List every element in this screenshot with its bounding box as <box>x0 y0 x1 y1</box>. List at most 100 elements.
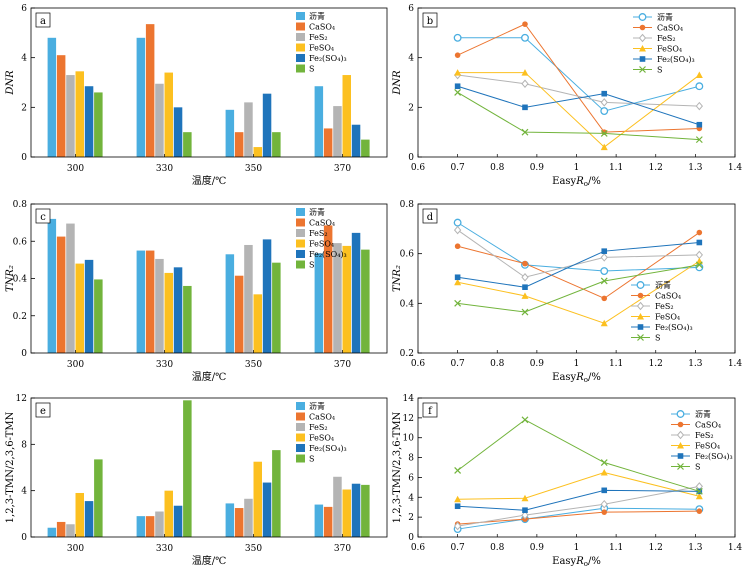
legend-swatch <box>296 250 305 258</box>
y-tick-label: 0.2 <box>13 312 27 322</box>
point-fes2 <box>695 250 703 260</box>
bar-fes2 <box>244 244 253 353</box>
y-tick-label: 0 <box>408 153 414 163</box>
legend-label: FeSO₄ <box>695 442 720 451</box>
point-caso4 <box>601 295 608 302</box>
bar-fe2so43 <box>84 501 94 537</box>
bar-asphalt <box>314 86 324 157</box>
x-tick-label: 1.4 <box>728 543 743 553</box>
legend-label: CaSO₄ <box>309 219 335 228</box>
y-tick-label: 12 <box>16 394 27 404</box>
bar-feso4 <box>342 489 351 537</box>
bar-s <box>183 400 192 537</box>
legend-marker <box>677 421 684 428</box>
series-line-feso4 <box>457 471 700 500</box>
series-line-fe2so43 <box>457 85 700 126</box>
legend-swatch <box>296 239 305 248</box>
legend-marker <box>677 442 684 449</box>
panel-b: 0 2 4 6 0.6 0.7 0.8 0.9 1 1.1 1.2 1.3 1.4 b EasyRo/% DN… <box>392 4 742 188</box>
legend-label: FeSO₄ <box>309 434 334 443</box>
legend-marker <box>639 24 646 31</box>
y-tick-label: 0.4 <box>13 275 28 285</box>
x-tick-label: 370 <box>334 164 351 174</box>
bar-asphalt <box>136 516 146 537</box>
series-line-s <box>457 419 700 492</box>
bar-caso4 <box>234 132 244 157</box>
y-tick-label: 0 <box>21 533 27 543</box>
y-tick-label: 6 <box>21 4 27 14</box>
y-tick-label: 14 <box>403 394 415 404</box>
bar-s <box>94 459 103 537</box>
bar-feso4 <box>164 72 173 157</box>
x-tick-label: 1 <box>574 163 580 173</box>
x-axis-title: EasyRo/% <box>552 372 601 384</box>
legend-label: 沥青 <box>657 12 673 22</box>
legend-swatch <box>296 218 305 227</box>
legend-label: Fe₂(SO₄)₃ <box>655 323 693 332</box>
panel-label: f <box>428 406 433 417</box>
panel-e: 0 4 8 12 300 330 350 370 e 温度/℃ 1,2,3-TMN/2,3,6-TM… <box>5 394 388 567</box>
x-axis-title: 温度/℃ <box>192 554 227 567</box>
series-line-asphalt <box>457 222 700 272</box>
y-axis-title: DNR <box>5 70 16 96</box>
panel-c: 0 0.2 0.4 0.6 0.8 300 330 350 370 c 温度/℃ TNR₂ 沥青 CaSO… <box>5 200 388 383</box>
y-tick-label: 4 <box>408 493 414 503</box>
legend-marker <box>639 66 646 73</box>
legend-swatch <box>296 33 305 41</box>
bar-caso4 <box>145 250 155 353</box>
bar-fe2so43 <box>262 239 272 353</box>
plot-frame <box>30 397 388 538</box>
bar-s <box>183 285 192 353</box>
series-line-feso4 <box>457 260 700 324</box>
y-tick-label: 0 <box>408 533 414 543</box>
bar-caso4 <box>234 275 244 353</box>
bar-feso4 <box>75 263 84 353</box>
x-tick-label: 330 <box>156 360 173 370</box>
legend-marker <box>676 430 685 440</box>
y-tick-label: 2 <box>408 103 414 113</box>
x-tick-label: 0.8 <box>490 543 505 553</box>
legend-swatch <box>296 260 305 269</box>
x-tick-label: 330 <box>156 544 173 554</box>
plot-frame <box>417 397 736 538</box>
point-fes2 <box>600 253 608 262</box>
bar-fe2so43 <box>351 483 361 537</box>
series-line-fes2 <box>457 485 700 527</box>
point-caso4 <box>522 21 528 27</box>
series-line-feso4 <box>457 72 700 148</box>
bar-s <box>361 249 370 353</box>
bar-feso4 <box>253 461 262 537</box>
y-tick-label: 0.6 <box>400 250 415 260</box>
point-fe2so43 <box>601 248 608 254</box>
y-tick-label: 8 <box>408 454 414 464</box>
y-tick-label: 4 <box>408 54 414 64</box>
y-tick-label: 10 <box>403 434 415 444</box>
point-feso4 <box>454 278 462 286</box>
legend-marker <box>639 45 646 52</box>
x-tick-label: 300 <box>67 360 84 370</box>
bar-feso4 <box>253 294 262 353</box>
legend-label: Fe₂(SO₄)₃ <box>309 250 347 259</box>
bar-asphalt <box>136 250 146 353</box>
legend-swatch <box>296 12 305 20</box>
point-fe2so43 <box>454 503 461 510</box>
series-line-fe2so43 <box>457 241 700 288</box>
series-line-fes2 <box>457 74 700 107</box>
bar-fes2 <box>155 83 164 157</box>
x-tick-label: 350 <box>245 164 262 174</box>
legend-swatch <box>296 433 305 442</box>
panel-label-box <box>422 12 438 28</box>
bar-fes2 <box>333 106 342 157</box>
x-tick-label: 1.1 <box>609 163 623 173</box>
legend-label: CaSO₄ <box>695 421 721 430</box>
legend-label: Fe₂(SO₄)₃ <box>309 444 347 453</box>
legend-marker <box>637 313 644 320</box>
bar-feso4 <box>164 272 173 353</box>
y-tick-label: 2 <box>21 103 27 113</box>
x-tick-label: 370 <box>334 544 351 554</box>
point-feso4 <box>695 492 703 500</box>
y-axis-title: TNR₂ <box>5 265 16 292</box>
legend-swatch <box>296 402 305 410</box>
